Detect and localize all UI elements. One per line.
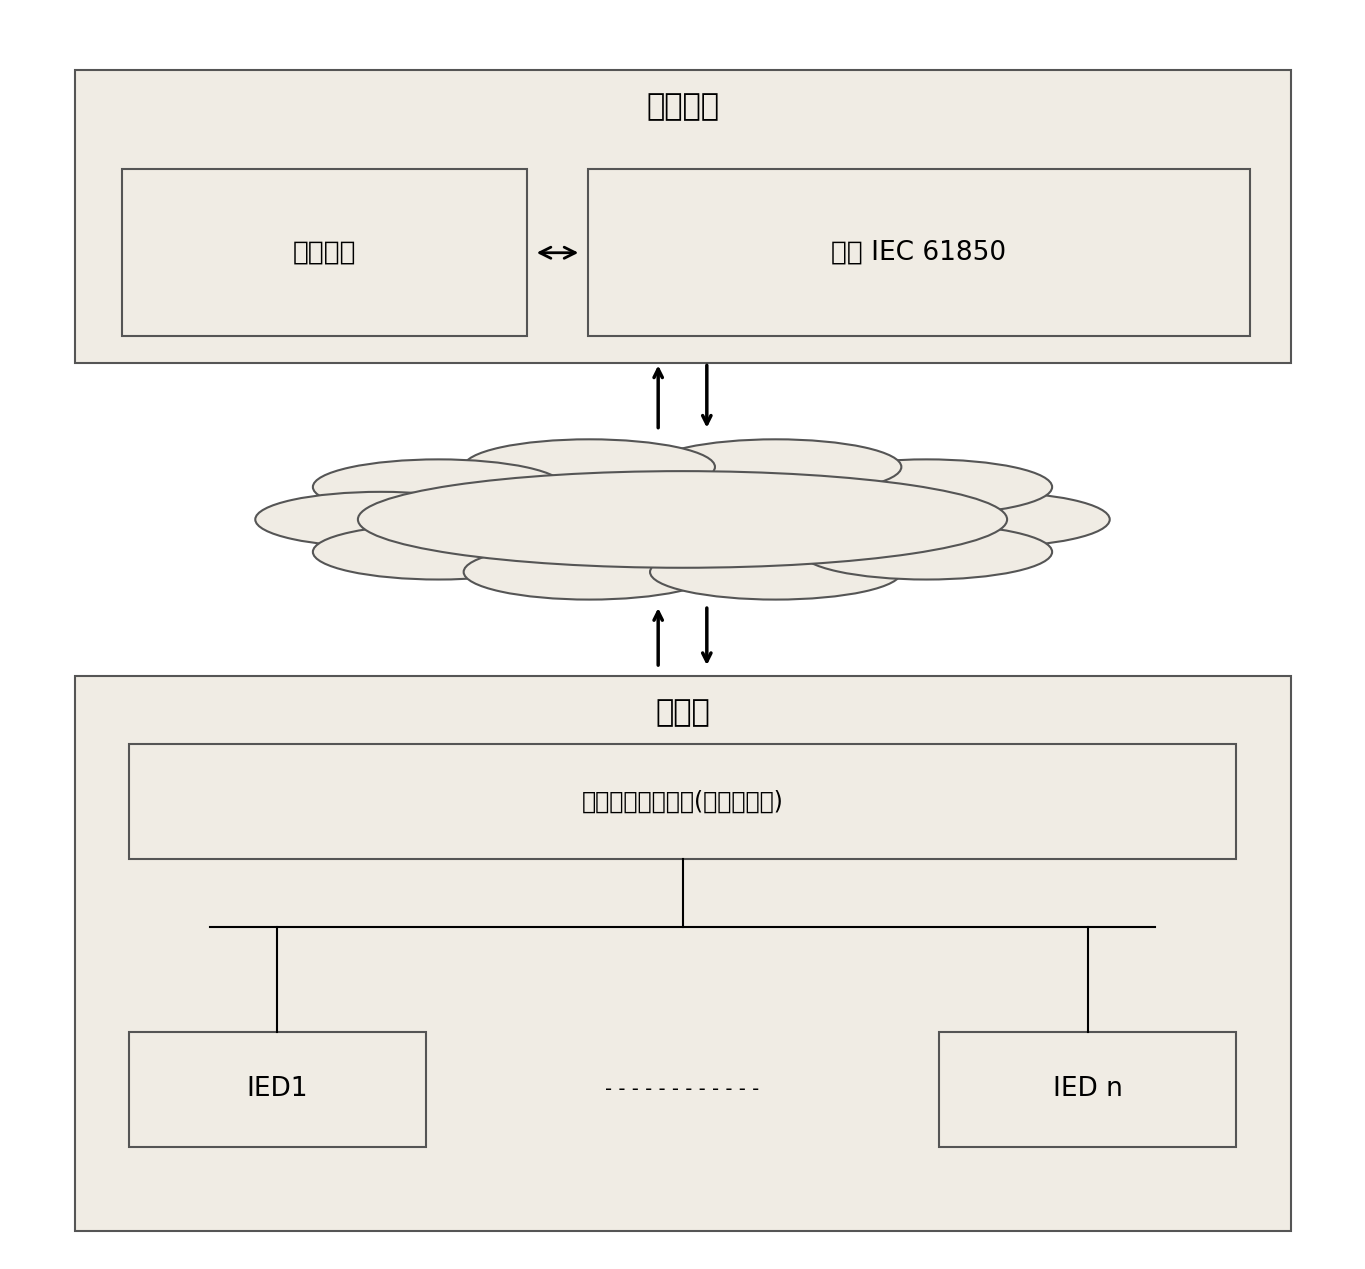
- Ellipse shape: [801, 459, 1052, 515]
- Ellipse shape: [255, 492, 506, 547]
- Text: 变电站: 变电站: [655, 698, 710, 727]
- FancyBboxPatch shape: [588, 169, 1250, 336]
- FancyBboxPatch shape: [121, 169, 527, 336]
- Ellipse shape: [358, 471, 1007, 567]
- Ellipse shape: [313, 459, 564, 515]
- Ellipse shape: [801, 524, 1052, 580]
- Text: 变电站网关路由器(通信、建模): 变电站网关路由器(通信、建模): [581, 789, 784, 813]
- Text: - - - - - - - - - - - -: - - - - - - - - - - - -: [605, 1080, 760, 1099]
- Text: IED n: IED n: [1052, 1076, 1123, 1103]
- Ellipse shape: [650, 439, 901, 495]
- Text: 调度主站: 调度主站: [646, 91, 719, 121]
- Text: 通信网络: 通信网络: [651, 506, 714, 533]
- FancyBboxPatch shape: [128, 745, 1237, 859]
- Ellipse shape: [859, 492, 1110, 547]
- Ellipse shape: [464, 439, 715, 495]
- FancyBboxPatch shape: [75, 70, 1290, 363]
- Ellipse shape: [313, 524, 564, 580]
- FancyBboxPatch shape: [939, 1032, 1237, 1147]
- FancyBboxPatch shape: [128, 1032, 426, 1147]
- Ellipse shape: [464, 544, 715, 599]
- FancyBboxPatch shape: [75, 676, 1290, 1231]
- Text: 信息融合: 信息融合: [292, 240, 356, 265]
- Text: 前置 IEC 61850: 前置 IEC 61850: [831, 240, 1006, 265]
- Ellipse shape: [650, 544, 901, 599]
- Text: IED1: IED1: [247, 1076, 308, 1103]
